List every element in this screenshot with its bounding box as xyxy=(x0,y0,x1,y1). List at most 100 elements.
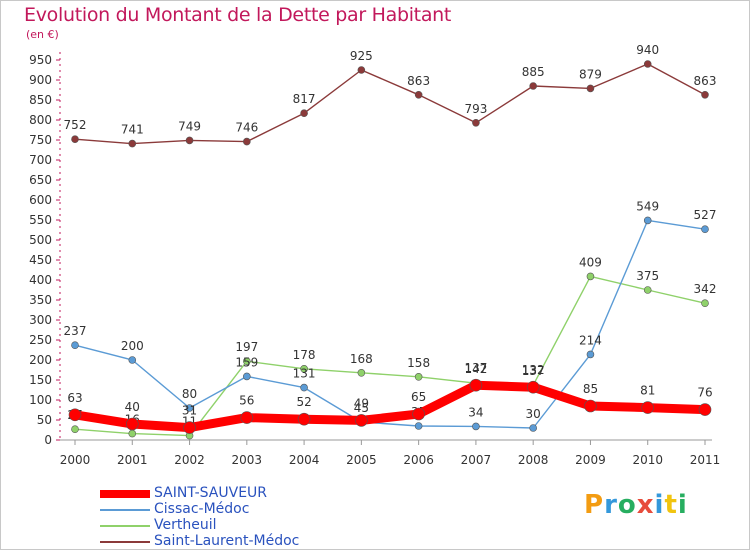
logo-letter: o xyxy=(617,490,637,520)
series-1-point xyxy=(529,424,537,432)
x-tick-label: 2006 xyxy=(403,453,434,467)
x-tick-label: 2001 xyxy=(117,453,148,467)
series-1-data-label: 30 xyxy=(526,407,541,421)
series-3-data-label: 885 xyxy=(522,65,545,79)
y-tick-label: 650 xyxy=(29,173,52,187)
series-1-data-label: 131 xyxy=(293,367,316,381)
series-3-data-label: 863 xyxy=(694,74,717,88)
series-3-point xyxy=(472,119,480,127)
series-1-data-label: 159 xyxy=(235,355,258,369)
series-1-data-label: 45 xyxy=(354,401,369,415)
series-3-point xyxy=(643,60,652,68)
series-0-data-label: 31 xyxy=(182,404,197,418)
series-2-data-label: 168 xyxy=(350,352,373,366)
y-tick-label: 600 xyxy=(29,193,52,207)
legend-label: Vertheuil xyxy=(154,517,217,533)
series-1-point xyxy=(71,341,79,350)
legend-item: Vertheuil xyxy=(100,517,360,534)
x-tick-label: 2008 xyxy=(518,453,549,467)
y-tick-label: 550 xyxy=(29,213,52,227)
series-1-point xyxy=(643,216,652,225)
legend-label: SAINT-SAUVEUR xyxy=(154,485,268,501)
x-tick-label: 2000 xyxy=(60,453,91,467)
series-1-data-label: 549 xyxy=(636,199,659,213)
series-2-point xyxy=(414,372,423,381)
logo-letter: r xyxy=(604,490,618,520)
series-0-data-label: 63 xyxy=(67,391,82,405)
y-tick-label: 150 xyxy=(29,373,52,387)
series-0-data-label: 49 xyxy=(354,396,369,410)
y-tick-label: 750 xyxy=(29,133,52,147)
series-0-data-label: 137 xyxy=(464,361,487,375)
y-tick-label: 450 xyxy=(29,253,52,267)
series-0-data-label: 76 xyxy=(697,386,712,400)
series-2-point xyxy=(243,357,251,366)
series-3-data-label: 746 xyxy=(235,121,258,135)
series-0-point xyxy=(355,414,368,427)
series-3-point xyxy=(243,137,251,146)
series-0-point xyxy=(183,421,196,434)
y-tick-label: 900 xyxy=(29,73,52,87)
y-tick-label: 0 xyxy=(44,433,52,447)
legend-swatch xyxy=(100,541,150,543)
series-3-point xyxy=(185,136,194,145)
x-tick-label: 2002 xyxy=(174,453,205,467)
series-3-data-label: 940 xyxy=(636,43,659,57)
legend-item: SAINT-SAUVEUR xyxy=(100,485,360,502)
legend-swatch xyxy=(100,525,150,527)
series-3-data-label: 749 xyxy=(178,119,201,133)
series-0-data-label: 56 xyxy=(239,394,254,408)
series-1-point xyxy=(701,225,709,233)
series-1-point xyxy=(586,350,595,359)
series-2-data-label: 178 xyxy=(293,348,316,362)
series-0-data-label: 52 xyxy=(296,395,311,409)
series-0-point xyxy=(240,411,254,424)
y-tick-label: 300 xyxy=(29,313,52,327)
series-line-3 xyxy=(74,63,706,145)
x-tick-label: 2004 xyxy=(289,453,320,467)
y-tick-label: 400 xyxy=(29,273,52,287)
x-tick-label: 2010 xyxy=(632,453,663,467)
series-1-data-label: 34 xyxy=(468,405,483,419)
series-3-data-label: 817 xyxy=(293,92,316,106)
logo-letter: P xyxy=(584,490,605,520)
y-tick-label: 850 xyxy=(29,93,52,107)
chart-legend: SAINT-SAUVEUR Cissac-Médoc Vertheuil Saint-… xyxy=(100,485,360,550)
chart-title: Evolution du Montant de la Dette par Hab… xyxy=(24,4,452,26)
series-line-1 xyxy=(74,219,706,429)
series-2-point xyxy=(357,368,366,377)
y-tick-label: 200 xyxy=(29,353,52,367)
series-3-point xyxy=(300,109,308,117)
series-3-data-label: 752 xyxy=(64,118,87,132)
series-1-point xyxy=(185,404,194,412)
y-tick-label: 250 xyxy=(29,333,52,347)
series-2-data-label: 375 xyxy=(636,269,659,283)
series-3-point xyxy=(414,91,423,99)
logo-letter: t xyxy=(664,490,678,520)
series-2-data-label: 197 xyxy=(235,340,258,354)
series-0-point xyxy=(584,399,597,413)
y-tick-label: 50 xyxy=(37,413,52,427)
y-tick-label: 950 xyxy=(29,53,52,67)
series-2-data-label: 142 xyxy=(464,362,487,376)
legend-label: Saint-Laurent-Médoc xyxy=(154,533,300,549)
series-1-point xyxy=(472,422,480,431)
series-3-data-label: 741 xyxy=(121,123,144,137)
chart-unit: (en €) xyxy=(26,28,59,41)
series-1-point xyxy=(128,356,137,364)
series-2-point xyxy=(300,364,308,373)
series-3-point xyxy=(586,84,595,93)
y-tick-label: 350 xyxy=(29,293,52,307)
series-1-data-label: 200 xyxy=(121,339,144,353)
y-tick-label: 700 xyxy=(29,153,52,167)
legend-swatch xyxy=(100,509,150,511)
logo-letter: i xyxy=(677,490,688,520)
series-0-point xyxy=(297,412,311,426)
series-3-data-label: 879 xyxy=(579,67,602,81)
legend-item: Saint-Laurent-Médoc xyxy=(100,533,360,550)
series-0-point xyxy=(698,403,712,416)
series-2-data-label: 342 xyxy=(694,282,717,296)
series-0-point xyxy=(125,417,139,431)
series-3-point xyxy=(128,139,137,148)
series-0-data-label: 65 xyxy=(411,390,426,404)
